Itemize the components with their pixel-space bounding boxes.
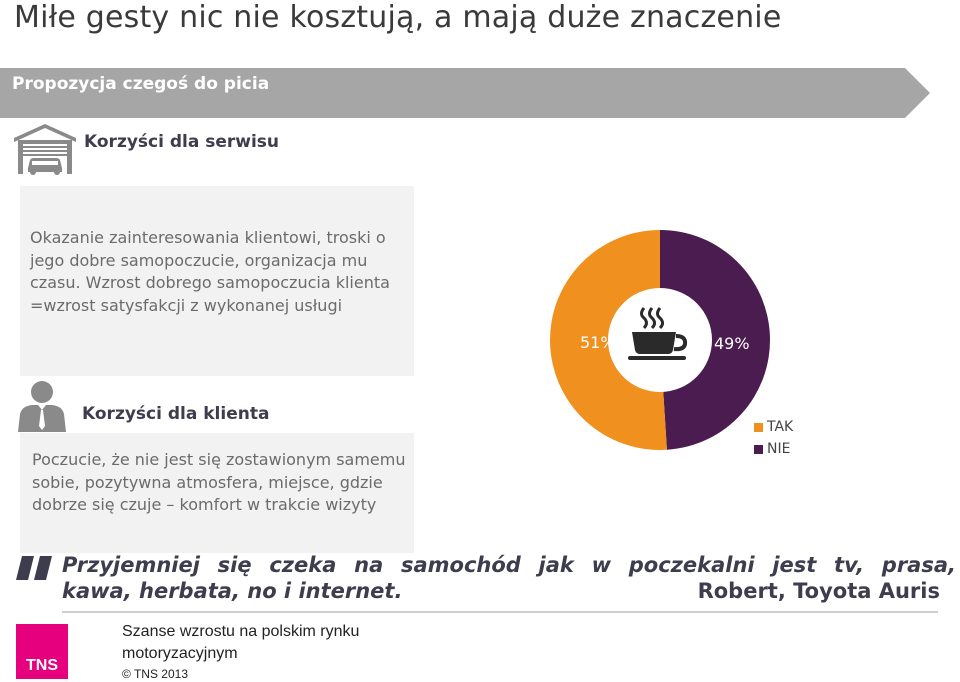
- copyright: © TNS 2013: [122, 667, 188, 681]
- legend-label-nie: NIE: [767, 441, 791, 457]
- client-benefits-text: Poczucie, że nie jest się zostawionym sa…: [32, 450, 406, 514]
- legend-swatch-nie: [754, 444, 763, 454]
- quote-line-1: Przyjemniej się czeka na samochód jak w …: [62, 553, 956, 577]
- footer-text: Szanse wzrostu na polskim rynku motoryza…: [122, 621, 359, 665]
- person-icon: [18, 381, 66, 432]
- quote-line-2: kawa, herbata, no i internet.: [62, 579, 403, 603]
- banner-label: Propozycja czegoś do picia: [12, 74, 270, 94]
- service-benefits-box: Okazanie zainteresowania klientowi, tros…: [20, 186, 414, 376]
- pie-slice-nie: [660, 230, 770, 450]
- service-benefits-text: Okazanie zainteresowania klientowi, tros…: [30, 228, 390, 315]
- coffee-cup-icon: [628, 307, 688, 360]
- chart-legend: TAK NIE: [754, 416, 793, 460]
- quote-author: Robert, Toyota Auris: [697, 579, 940, 603]
- service-heading: Korzyści dla serwisu: [84, 132, 280, 152]
- banner-arrow-shape: [0, 68, 930, 118]
- footer-divider: [62, 611, 938, 613]
- page-title: Miłe gesty nic nie kosztują, a mają duże…: [14, 0, 782, 35]
- footer-line-1: Szanse wzrostu na polskim rynku: [122, 623, 360, 640]
- footer-line-2: motoryzacyjnym: [122, 645, 238, 662]
- garage-icon: [14, 124, 76, 175]
- client-heading: Korzyści dla klienta: [82, 404, 270, 424]
- tns-logo-text: TNS: [26, 657, 58, 674]
- banner: [0, 68, 930, 118]
- legend-item-nie: NIE: [754, 438, 793, 460]
- client-benefits-box: Poczucie, że nie jest się zostawionym sa…: [20, 433, 414, 553]
- legend-swatch-tak: [754, 422, 763, 432]
- pie-label-tak: 51%: [580, 333, 616, 352]
- pie-chart: 51% 49%: [549, 230, 770, 450]
- quote-mark-icon: [16, 556, 52, 580]
- pie-label-nie: 49%: [714, 334, 750, 353]
- legend-item-tak: TAK: [754, 416, 793, 438]
- tns-logo: TNS: [16, 624, 68, 679]
- legend-label-tak: TAK: [767, 419, 794, 435]
